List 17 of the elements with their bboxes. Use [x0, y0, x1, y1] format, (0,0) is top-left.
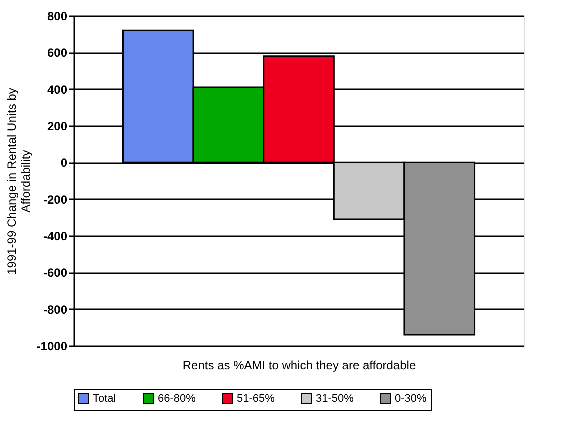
legend-label: 31-50%	[316, 392, 354, 405]
y-tick-label: 200	[47, 120, 68, 134]
legend-label: Total	[93, 392, 116, 405]
y-tick-label: 600	[47, 46, 68, 60]
y-tick-label: -1000	[36, 340, 68, 354]
y-tick-label: 800	[47, 10, 68, 24]
y-tick-label: -800	[43, 302, 68, 317]
y-tick-label: 0	[60, 156, 68, 170]
legend-label: 0-30%	[395, 392, 428, 405]
y-tick-label: 400	[47, 82, 68, 97]
y-axis-title: 1991-99 Change in Rental Units by Affordability	[4, 88, 33, 275]
y-tick-label: -400	[43, 230, 68, 244]
x-axis-title: Rents as %AMI to which they are affordable	[182, 358, 416, 372]
legend-label: 66-80%	[158, 392, 196, 405]
legend-label: 51-65%	[237, 392, 276, 405]
y-tick-label: -600	[43, 266, 68, 280]
y-tick-label: -200	[43, 192, 68, 207]
